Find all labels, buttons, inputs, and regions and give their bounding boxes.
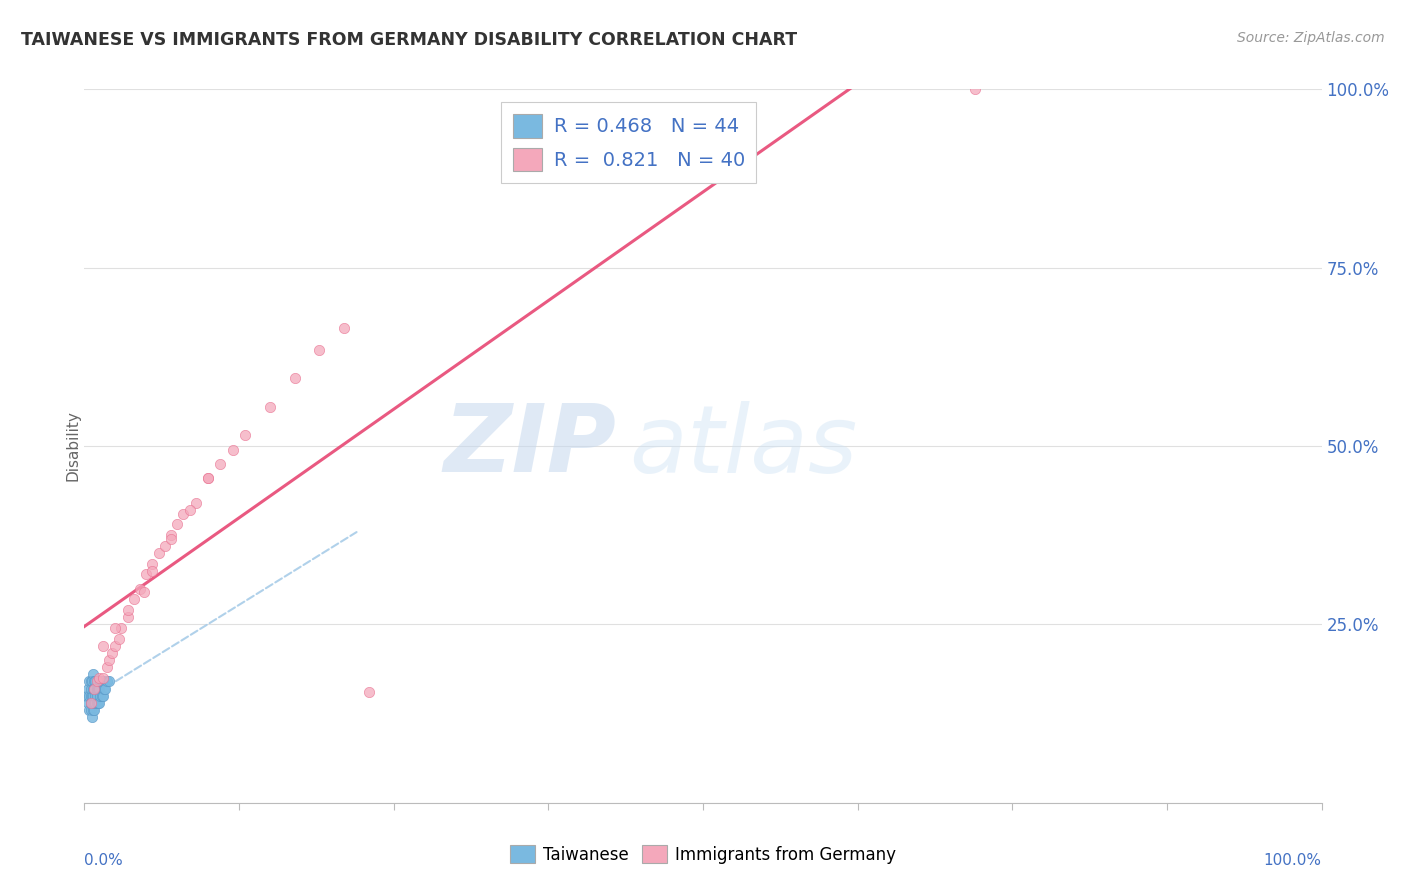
- Point: [83, 681, 105, 696]
- Point: [104, 621, 127, 635]
- Point: [89, 674, 111, 689]
- Point: [166, 517, 188, 532]
- Point: [100, 646, 122, 660]
- Point: [86, 674, 108, 689]
- Point: [79, 703, 101, 717]
- Point: [308, 343, 330, 357]
- Point: [209, 457, 232, 471]
- Point: [87, 681, 110, 696]
- Point: [108, 632, 131, 646]
- Point: [76, 689, 98, 703]
- Point: [84, 689, 107, 703]
- Point: [79, 689, 101, 703]
- Point: [129, 582, 152, 596]
- Point: [80, 674, 103, 689]
- Point: [80, 689, 103, 703]
- Point: [259, 400, 281, 414]
- Point: [965, 82, 987, 96]
- Point: [104, 639, 127, 653]
- Point: [82, 689, 104, 703]
- Point: [89, 681, 111, 696]
- Point: [91, 639, 114, 653]
- Point: [98, 674, 121, 689]
- Point: [110, 621, 132, 635]
- Point: [93, 681, 115, 696]
- Point: [233, 428, 256, 442]
- Text: 0.0%: 0.0%: [84, 853, 124, 868]
- Point: [148, 546, 170, 560]
- Point: [117, 610, 139, 624]
- Point: [84, 674, 107, 689]
- Point: [84, 696, 107, 710]
- Point: [91, 674, 114, 689]
- Point: [284, 371, 307, 385]
- Point: [83, 696, 105, 710]
- Point: [83, 681, 105, 696]
- Point: [87, 696, 110, 710]
- Point: [132, 585, 155, 599]
- Point: [89, 671, 111, 685]
- Point: [96, 660, 118, 674]
- Point: [79, 689, 101, 703]
- Text: ZIP: ZIP: [443, 400, 616, 492]
- Point: [83, 674, 105, 689]
- Point: [184, 496, 207, 510]
- Point: [172, 507, 194, 521]
- Point: [94, 681, 117, 696]
- Point: [79, 696, 101, 710]
- Point: [91, 671, 114, 685]
- Point: [82, 667, 104, 681]
- Point: [79, 674, 101, 689]
- Point: [80, 710, 103, 724]
- Point: [197, 471, 219, 485]
- Legend: Taiwanese, Immigrants from Germany: Taiwanese, Immigrants from Germany: [503, 838, 903, 871]
- Legend: R = 0.468   N = 44, R =  0.821   N = 40: R = 0.468 N = 44, R = 0.821 N = 40: [501, 103, 756, 183]
- Point: [79, 703, 101, 717]
- Point: [82, 696, 104, 710]
- Point: [89, 689, 111, 703]
- Point: [80, 696, 103, 710]
- Point: [197, 471, 219, 485]
- Text: atlas: atlas: [628, 401, 858, 491]
- Point: [90, 674, 112, 689]
- Point: [79, 674, 101, 689]
- Point: [79, 696, 101, 710]
- Point: [141, 557, 163, 571]
- Point: [222, 442, 245, 457]
- Point: [98, 653, 121, 667]
- Point: [86, 689, 108, 703]
- Point: [135, 567, 157, 582]
- Point: [117, 603, 139, 617]
- Point: [82, 681, 104, 696]
- Point: [179, 503, 201, 517]
- Point: [86, 681, 108, 696]
- Point: [86, 696, 108, 710]
- Point: [357, 685, 380, 699]
- Text: TAIWANESE VS IMMIGRANTS FROM GERMANY DISABILITY CORRELATION CHART: TAIWANESE VS IMMIGRANTS FROM GERMANY DIS…: [21, 31, 797, 49]
- Point: [79, 681, 101, 696]
- Point: [160, 528, 183, 542]
- Y-axis label: Disability: Disability: [66, 410, 80, 482]
- Text: Source: ZipAtlas.com: Source: ZipAtlas.com: [1237, 31, 1385, 45]
- Text: 100.0%: 100.0%: [1264, 853, 1322, 868]
- Point: [160, 532, 183, 546]
- Point: [77, 681, 100, 696]
- Point: [90, 689, 112, 703]
- Point: [153, 539, 176, 553]
- Point: [89, 696, 111, 710]
- Point: [77, 696, 100, 710]
- Point: [91, 689, 114, 703]
- Point: [82, 703, 104, 717]
- Point: [141, 564, 163, 578]
- Point: [122, 592, 145, 607]
- Point: [83, 703, 105, 717]
- Point: [96, 674, 118, 689]
- Point: [333, 321, 356, 335]
